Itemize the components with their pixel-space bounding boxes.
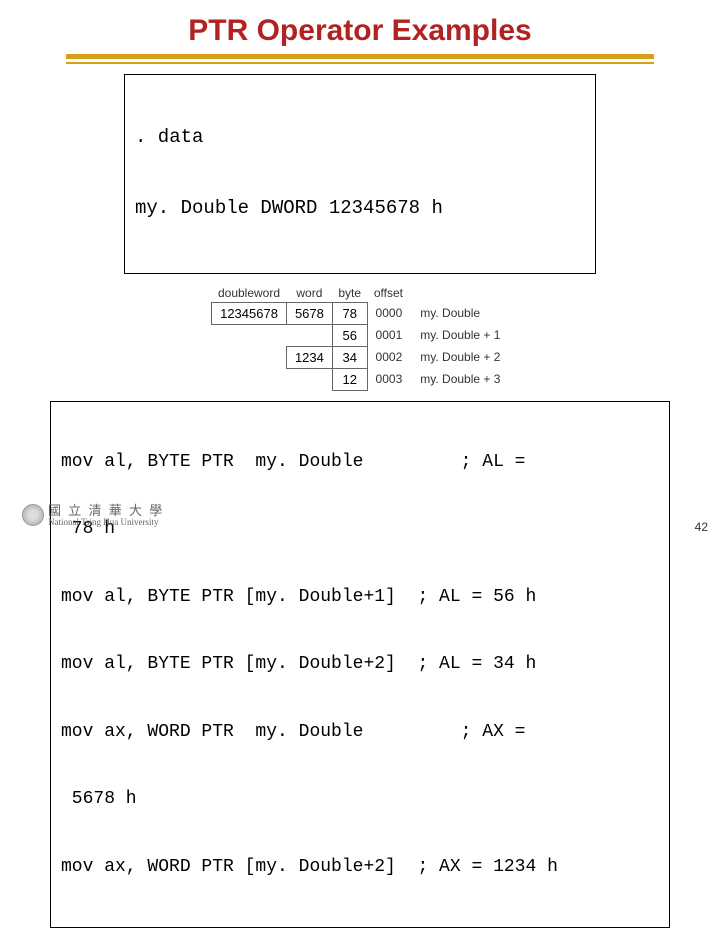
mov-instructions-box: mov al, BYTE PTR my. Double ; AL = 78 h … [50, 401, 670, 928]
page-number: 42 [695, 520, 708, 534]
col-header-doubleword: doubleword [212, 284, 287, 303]
row-label: my. Double + 1 [410, 324, 508, 346]
table-row: 1234 34 0002 my. Double + 2 [212, 346, 509, 368]
university-name-en: National Tsing Hua University [48, 518, 164, 528]
col-header-byte: byte [332, 284, 367, 303]
col-header-offset: offset [367, 284, 410, 303]
col-header-word: word [286, 284, 332, 303]
slide: PTR Operator Examples . data my. Double … [0, 0, 720, 540]
code-line: mov al, BYTE PTR my. Double ; AL = [61, 451, 659, 474]
cell-byte: 56 [332, 324, 367, 346]
table-row: 12 0003 my. Double + 3 [212, 368, 509, 390]
university-name-cn: 國 立 清 華 大 學 [48, 504, 164, 518]
cell-byte: 12 [332, 368, 367, 390]
table-row: 12345678 5678 78 0000 my. Double [212, 302, 509, 324]
data-declaration-box: . data my. Double DWORD 12345678 h [124, 74, 596, 274]
code-line: my. Double DWORD 12345678 h [135, 197, 585, 221]
memory-layout-table: doubleword word byte offset 12345678 567… [24, 284, 696, 391]
row-label: my. Double + 2 [410, 346, 508, 368]
cell-offset: 0002 [367, 346, 410, 368]
cell-offset: 0001 [367, 324, 410, 346]
cell-offset: 0003 [367, 368, 410, 390]
university-footer: 國 立 清 華 大 學 National Tsing Hua Universit… [48, 504, 164, 528]
code-line: mov ax, WORD PTR [my. Double+2] ; AX = 1… [61, 856, 659, 879]
university-logo-icon [22, 504, 44, 526]
code-line: mov ax, WORD PTR my. Double ; AX = [61, 721, 659, 744]
cell-byte: 34 [332, 346, 367, 368]
cell-dword: 12345678 [212, 302, 287, 324]
row-label: my. Double + 3 [410, 368, 508, 390]
slide-title: PTR Operator Examples [24, 14, 696, 48]
code-line: . data [135, 126, 585, 150]
row-label: my. Double [410, 302, 508, 324]
cell-word: 1234 [286, 346, 332, 368]
table-row: 56 0001 my. Double + 1 [212, 324, 509, 346]
cell-byte: 78 [332, 302, 367, 324]
title-underline [66, 54, 654, 64]
cell-offset: 0000 [367, 302, 410, 324]
cell-word: 5678 [286, 302, 332, 324]
code-line: mov al, BYTE PTR [my. Double+1] ; AL = 5… [61, 586, 659, 609]
code-line: 5678 h [61, 788, 659, 811]
code-line: mov al, BYTE PTR [my. Double+2] ; AL = 3… [61, 653, 659, 676]
